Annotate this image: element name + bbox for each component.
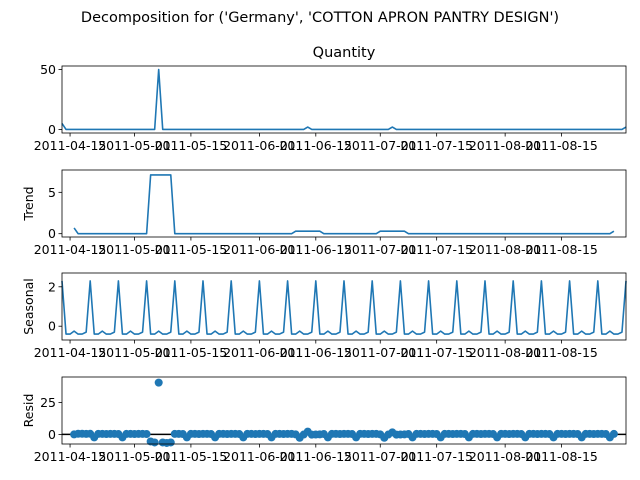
x-tick-label: 2011-06-15 xyxy=(279,449,352,464)
x-tick-label: 2011-08-15 xyxy=(525,449,598,464)
x-tick-label: 2011-07-15 xyxy=(400,138,473,153)
panels-group: 0502011-04-152011-05-012011-05-152011-06… xyxy=(21,45,627,464)
resid-point xyxy=(142,430,151,439)
subplot-4: 0252011-04-152011-05-012011-05-152011-06… xyxy=(21,376,627,464)
resid-point xyxy=(609,429,618,438)
x-tick-label: 2011-08-01 xyxy=(469,345,542,360)
x-tick-label: 2011-07-15 xyxy=(400,449,473,464)
y-axis-label: Seasonal xyxy=(21,278,36,335)
y-axis-label: Resid xyxy=(21,394,36,428)
x-tick-label: 2011-05-01 xyxy=(98,449,171,464)
x-tick-label: 2011-05-01 xyxy=(98,242,171,257)
x-tick-label: 2011-07-01 xyxy=(344,242,417,257)
x-tick-label: 2011-05-15 xyxy=(155,345,228,360)
x-tick-label: 2011-07-01 xyxy=(344,449,417,464)
axes-frame xyxy=(61,376,627,445)
x-tick-label: 2011-08-15 xyxy=(525,345,598,360)
x-tick-label: 2011-07-15 xyxy=(400,345,473,360)
y-tick-label: 25 xyxy=(40,395,56,410)
axes-frame xyxy=(61,169,627,238)
x-tick-label: 2011-06-15 xyxy=(279,345,352,360)
y-tick-label: 0 xyxy=(48,319,56,334)
x-tick-label: 2011-05-01 xyxy=(98,138,171,153)
resid-point xyxy=(150,438,159,447)
resid-point xyxy=(154,378,163,387)
subplot-1: 0502011-04-152011-05-012011-05-152011-06… xyxy=(34,45,627,153)
y-axis-label: Trend xyxy=(21,186,36,221)
axes-frame xyxy=(61,272,627,341)
axes-frame xyxy=(61,65,627,134)
x-tick-label: 2011-05-01 xyxy=(98,345,171,360)
y-tick-label: 0 xyxy=(48,122,56,137)
figure-suptitle: Decomposition for ('Germany', 'COTTON AP… xyxy=(81,10,559,26)
y-tick-label: 50 xyxy=(40,62,56,77)
x-tick-label: 2011-06-01 xyxy=(223,242,296,257)
subplot-2: 052011-04-152011-05-012011-05-152011-06-… xyxy=(21,169,627,257)
x-tick-label: 2011-08-15 xyxy=(525,138,598,153)
series-line xyxy=(73,174,615,235)
x-tick-label: 2011-05-15 xyxy=(155,138,228,153)
y-tick-label: 5 xyxy=(48,185,56,200)
series-line xyxy=(61,280,627,335)
x-tick-label: 2011-04-15 xyxy=(34,345,107,360)
x-tick-label: 2011-08-15 xyxy=(525,242,598,257)
series-line xyxy=(61,68,627,131)
x-tick-label: 2011-06-15 xyxy=(279,242,352,257)
x-tick-label: 2011-04-15 xyxy=(34,242,107,257)
y-tick-label: 0 xyxy=(48,427,56,442)
x-tick-label: 2011-06-01 xyxy=(223,345,296,360)
subplot-title: Quantity xyxy=(313,45,376,61)
x-tick-label: 2011-07-01 xyxy=(344,345,417,360)
x-tick-label: 2011-07-01 xyxy=(344,138,417,153)
x-tick-label: 2011-06-01 xyxy=(223,449,296,464)
x-tick-label: 2011-04-15 xyxy=(34,138,107,153)
y-tick-label: 2 xyxy=(48,279,56,294)
x-tick-label: 2011-04-15 xyxy=(34,449,107,464)
x-tick-label: 2011-06-01 xyxy=(223,138,296,153)
x-tick-label: 2011-06-15 xyxy=(279,138,352,153)
x-tick-label: 2011-08-01 xyxy=(469,138,542,153)
x-tick-label: 2011-07-15 xyxy=(400,242,473,257)
resid-point xyxy=(166,438,175,447)
x-tick-label: 2011-08-01 xyxy=(469,242,542,257)
x-tick-label: 2011-05-15 xyxy=(155,242,228,257)
x-tick-label: 2011-08-01 xyxy=(469,449,542,464)
x-tick-label: 2011-05-15 xyxy=(155,449,228,464)
y-tick-label: 0 xyxy=(48,226,56,241)
subplot-3: 022011-04-152011-05-012011-05-152011-06-… xyxy=(21,272,627,360)
